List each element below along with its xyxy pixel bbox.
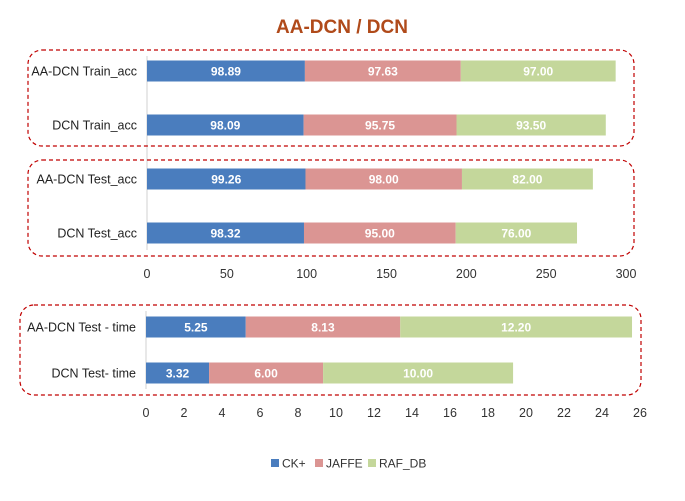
group-highlight-frame	[27, 49, 635, 147]
bar-value-label: 95.00	[365, 227, 395, 241]
x-tick-label: 250	[536, 267, 557, 281]
x-tick-label: 50	[220, 267, 234, 281]
bar-value-label: 8.13	[311, 321, 335, 335]
x-tick-label: 8	[295, 406, 302, 420]
group-highlight-frame	[27, 159, 635, 257]
legend-swatch	[271, 459, 279, 467]
bar-segment-ck-	[146, 316, 246, 338]
x-tick-label: 200	[456, 267, 477, 281]
bar-value-label: 76.00	[501, 227, 531, 241]
x-tick-label: 150	[376, 267, 397, 281]
bar-value-label: 82.00	[512, 173, 542, 187]
bar-value-label: 98.32	[210, 227, 240, 241]
x-tick-label: 20	[519, 406, 533, 420]
bar-value-label: 97.63	[368, 65, 398, 79]
bar-segment-raf-db	[460, 60, 616, 82]
legend-label: RAF_DB	[379, 457, 426, 471]
x-tick-label: 14	[405, 406, 419, 420]
bar-value-label: 3.32	[166, 367, 190, 381]
bar-segment-ck-	[147, 60, 305, 82]
bar-segment-raf-db	[456, 114, 606, 136]
legend-label: JAFFE	[326, 457, 363, 471]
bar-value-label: 12.20	[501, 321, 531, 335]
bar-segment-raf-db	[323, 362, 514, 384]
bar-segment-jaffe	[209, 362, 324, 384]
x-tick-label: 0	[144, 267, 151, 281]
group-highlight-frame	[19, 304, 642, 396]
chart-title: AA-DCN / DCN	[276, 17, 408, 38]
bar-segment-ck-	[147, 114, 304, 136]
bar-value-label: 97.00	[523, 65, 553, 79]
category-label: DCN Test_acc	[57, 227, 137, 241]
category-label: AA-DCN Train_acc	[31, 65, 137, 79]
bar-value-label: 6.00	[254, 367, 278, 381]
x-tick-label: 2	[181, 406, 188, 420]
bar-segment-jaffe	[303, 222, 456, 244]
bar-segment-jaffe	[245, 316, 401, 338]
legend-label: CK+	[282, 457, 306, 471]
bar-segment-ck-	[147, 222, 304, 244]
bar-segment-jaffe	[305, 168, 462, 190]
bar-value-label: 93.50	[516, 119, 546, 133]
category-label: AA-DCN Test - time	[27, 321, 136, 335]
legend-swatch	[315, 459, 323, 467]
category-label: AA-DCN Test_acc	[37, 173, 138, 187]
bar-value-label: 95.75	[365, 119, 395, 133]
x-tick-label: 22	[557, 406, 571, 420]
bar-value-label: 10.00	[403, 367, 433, 381]
bar-segment-raf-db	[455, 222, 578, 244]
bar-segment-jaffe	[303, 114, 457, 136]
bar-segment-ck-	[147, 168, 306, 190]
x-tick-label: 4	[219, 406, 226, 420]
x-tick-label: 16	[443, 406, 457, 420]
bar-value-label: 98.09	[210, 119, 240, 133]
bar-segment-raf-db	[400, 316, 633, 338]
x-tick-label: 0	[143, 406, 150, 420]
bar-value-label: 98.00	[369, 173, 399, 187]
x-tick-label: 6	[257, 406, 264, 420]
bar-segment-ck-	[146, 362, 210, 384]
category-label: DCN Test- time	[51, 367, 136, 381]
x-tick-label: 18	[481, 406, 495, 420]
legend-swatch	[368, 459, 376, 467]
bar-segment-raf-db	[461, 168, 593, 190]
x-tick-label: 26	[633, 406, 647, 420]
bar-value-label: 98.89	[211, 65, 241, 79]
bar-segment-jaffe	[304, 60, 461, 82]
x-tick-label: 10	[329, 406, 343, 420]
bar-value-label: 5.25	[184, 321, 208, 335]
x-tick-label: 24	[595, 406, 609, 420]
x-tick-label: 12	[367, 406, 381, 420]
x-tick-label: 100	[296, 267, 317, 281]
bar-value-label: 99.26	[211, 173, 241, 187]
x-tick-label: 300	[616, 267, 637, 281]
category-label: DCN Train_acc	[52, 119, 137, 133]
